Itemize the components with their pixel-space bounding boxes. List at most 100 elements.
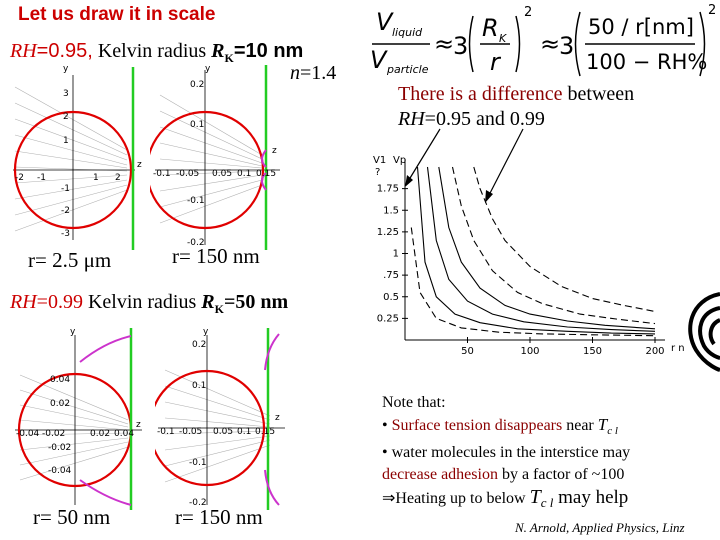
z-tick-1: -2 bbox=[15, 173, 24, 183]
tcl-subscript: c l bbox=[607, 425, 618, 438]
meniscus-2b bbox=[261, 172, 267, 191]
y-tick-4-4: -0.2 bbox=[189, 498, 207, 508]
particle-circle-2 bbox=[150, 110, 265, 230]
rk-subscript: K bbox=[224, 51, 234, 65]
z-tick-4: 2 bbox=[115, 173, 121, 183]
z-tick-2-3: 0.05 bbox=[212, 169, 232, 179]
note-bullet-1-rest: near bbox=[562, 417, 598, 434]
y-tick-4-3: -0.1 bbox=[189, 458, 207, 468]
rh99-label: RH bbox=[10, 291, 37, 313]
y-tick-4-2: 0.1 bbox=[192, 381, 206, 391]
droplet-plot-2: y z 0.2 0.1 -0.1 -0.2 -0.1 -0.05 0.05 0.… bbox=[150, 64, 280, 250]
chart-x-tick-label: 100 bbox=[520, 346, 539, 357]
guide-lines-2 bbox=[159, 94, 263, 224]
y-tick-2: 2 bbox=[63, 112, 69, 122]
note-bullet-4-end: may help bbox=[553, 487, 629, 509]
chart-x-label: r nm bbox=[671, 343, 685, 354]
v-particle-symbol: V bbox=[370, 46, 388, 74]
fraction2-denominator: 100 − RH% bbox=[586, 50, 707, 74]
particle-circle-1 bbox=[13, 110, 133, 230]
y-axis-label-3: y bbox=[70, 327, 76, 337]
y-axis-label-1: y bbox=[63, 64, 69, 74]
z-tick-2-4: 0.1 bbox=[237, 169, 251, 179]
chart-y-tick-label: 0.25 bbox=[377, 313, 399, 324]
chart-series-3 bbox=[438, 166, 656, 330]
rk99-value: =50 nm bbox=[223, 291, 289, 313]
volume-ratio-formula: V liquid V particle ≈ 3 R K r 2 ≈ 3 50 /… bbox=[370, 3, 716, 77]
z-tick-4-4: 0.1 bbox=[237, 427, 251, 437]
chart-y-label-q: ? bbox=[375, 167, 380, 178]
chart-y-tick-label: 1.5 bbox=[383, 205, 399, 216]
chart-x-tick-label: 150 bbox=[583, 346, 602, 357]
tcl-subscript-2: c l bbox=[540, 495, 554, 511]
guide-lines-4 bbox=[164, 369, 271, 483]
z-tick-2: -1 bbox=[37, 173, 46, 183]
note-bullet-1: • Surface tension disappears near Tc l bbox=[382, 414, 712, 442]
y-tick-3: 1 bbox=[63, 136, 69, 146]
chart-y-tick-label: 1 bbox=[393, 249, 399, 260]
exponent-2: 2 bbox=[708, 3, 716, 18]
guide-lines-3 bbox=[19, 374, 129, 481]
bullet-1-marker: • bbox=[382, 417, 392, 434]
chart-series-4 bbox=[426, 166, 656, 332]
y-tick-2-2: 0.1 bbox=[190, 120, 204, 130]
droplet-plot-3: y z 0.04 0.02 -0.02 -0.04 -0.04 -0.02 0.… bbox=[15, 327, 142, 510]
note-bullet-2: • water molecules in the interstice may bbox=[382, 444, 631, 462]
rk-num-subscript: K bbox=[499, 32, 507, 45]
y-tick-6: -3 bbox=[61, 229, 70, 239]
chart-y-tick-label: .75 bbox=[383, 270, 399, 281]
y-tick-4: -1 bbox=[61, 184, 70, 194]
rk-numerator: R bbox=[482, 14, 499, 42]
rk99-symbol: R bbox=[201, 291, 215, 313]
arrowhead-1 bbox=[405, 175, 413, 187]
z-tick-3-3: 0.02 bbox=[90, 429, 110, 439]
y-tick-5: -2 bbox=[61, 206, 70, 216]
difference-values: =0.95 and 0.99 bbox=[424, 108, 545, 130]
approx-symbol-2: ≈ bbox=[540, 30, 560, 58]
note-bullet-3-highlight: decrease adhesion bbox=[382, 466, 498, 484]
note-bullet-3: decrease adhesion by a factor of ~100 bbox=[382, 464, 712, 486]
fraction2-numerator: 50 / r[nm] bbox=[588, 15, 694, 39]
rk99-subscript: K bbox=[214, 302, 224, 316]
y-tick-2-1: 0.2 bbox=[190, 80, 204, 90]
difference-rh: RH bbox=[398, 108, 425, 130]
n-value: =1.4 bbox=[300, 62, 337, 84]
meniscus-3a bbox=[79, 335, 132, 363]
z-tick-3-1: -0.04 bbox=[16, 429, 40, 439]
y-tick-3-1: 0.04 bbox=[50, 375, 70, 385]
y-tick-1: 3 bbox=[63, 89, 69, 99]
y-axis-label-2: y bbox=[205, 64, 211, 74]
credit-line: N. Arnold, Applied Physics, Linz bbox=[515, 520, 685, 535]
y-tick-3-3: -0.02 bbox=[48, 443, 71, 453]
rh099-line: RH=0.99 Kelvin radius RK=50 nm bbox=[10, 291, 288, 317]
note-bullet-1-highlight: Surface tension disappears bbox=[391, 417, 563, 434]
chart-x-tick-label: 200 bbox=[645, 346, 664, 357]
note-heading: Note that: bbox=[382, 394, 446, 411]
difference-note: There is a difference between RH=0.95 an… bbox=[398, 82, 634, 132]
tcl-symbol-2: T bbox=[529, 486, 541, 509]
rk-symbol: R bbox=[211, 40, 225, 62]
arrowhead-2 bbox=[485, 190, 493, 203]
z-axis-label-2: z bbox=[272, 146, 277, 156]
chart-series-2 bbox=[451, 166, 656, 325]
droplet-plot-4: y z 0.2 0.1 -0.1 -0.2 -0.1 -0.05 0.05 0.… bbox=[155, 327, 285, 510]
difference-arrows bbox=[405, 128, 524, 203]
z-tick-3: 1 bbox=[93, 173, 99, 183]
z-tick-3-4: 0.04 bbox=[114, 429, 134, 439]
particle-circle-4 bbox=[155, 369, 266, 487]
radius-label-3: r= 50 nm bbox=[33, 505, 111, 529]
paren-left-2 bbox=[574, 11, 581, 77]
kelvin99-label: Kelvin radius bbox=[82, 291, 202, 313]
chart-series-6 bbox=[410, 227, 656, 337]
z-tick-2-2: -0.05 bbox=[176, 169, 199, 179]
meniscus-3b bbox=[79, 479, 132, 506]
chart-x-tick-label: 50 bbox=[461, 346, 474, 357]
chart-y-tick-label: 0.5 bbox=[383, 292, 399, 303]
v-liquid-subscript: liquid bbox=[392, 26, 423, 39]
chart-y-label-den: Vp bbox=[393, 155, 406, 166]
y-tick-3-2: 0.02 bbox=[50, 399, 70, 409]
chart-y-tick-label: 1.25 bbox=[377, 227, 399, 238]
z-tick-4-5: 0.15 bbox=[255, 427, 275, 437]
n-symbol: n bbox=[290, 62, 300, 84]
